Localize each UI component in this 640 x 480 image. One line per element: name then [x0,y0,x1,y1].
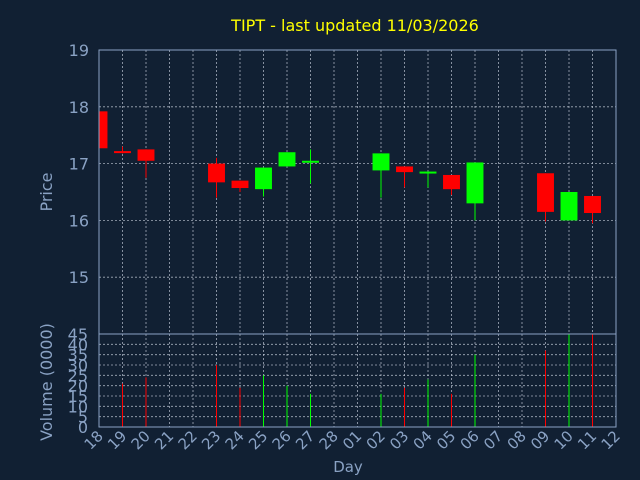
x-axis-label: Day [333,458,363,476]
volume-plot-frame [98,333,617,428]
volume-tick-label: 15 [68,387,88,406]
candle-body [114,151,131,154]
candle-body [584,195,601,214]
price-tick-label: 19 [69,41,89,60]
candle-body [372,153,390,171]
price-axis-label: Price [37,172,56,211]
volume-tick-label: 30 [68,356,88,375]
price-tick-label: 16 [69,211,89,230]
candle-body [99,111,108,149]
candle-body [255,167,272,190]
volume-tick-label: 45 [68,325,88,344]
volume-tick-label: 40 [68,335,88,354]
volume-tick-label: 35 [68,346,88,365]
volume-tick-label: 20 [68,377,88,396]
candle-body [137,149,155,161]
volume-tick-label: 10 [68,397,88,416]
volume-tick-label: 5 [78,408,88,427]
volume-bars [98,334,593,427]
candle-body [443,174,460,190]
volume-tick-label: 0 [78,418,88,437]
price-tick-label: 17 [69,155,89,174]
candle-body [396,166,413,173]
candle-body [537,173,554,212]
volume-axis-label: Volume (0000) [37,323,56,441]
candle-body [466,162,484,204]
candle-body [560,192,578,221]
candle-body [278,152,296,167]
candle-body [208,163,225,183]
price-tick-label: 15 [69,268,89,287]
price-tick-label: 18 [69,98,89,117]
chart-title: TIPT - last updated 11/03/2026 [230,16,479,35]
candle-body [231,180,249,189]
candle-body [302,160,319,163]
price-candles [98,111,601,224]
volume-tick-label: 25 [68,366,88,385]
candle-body [419,171,437,174]
